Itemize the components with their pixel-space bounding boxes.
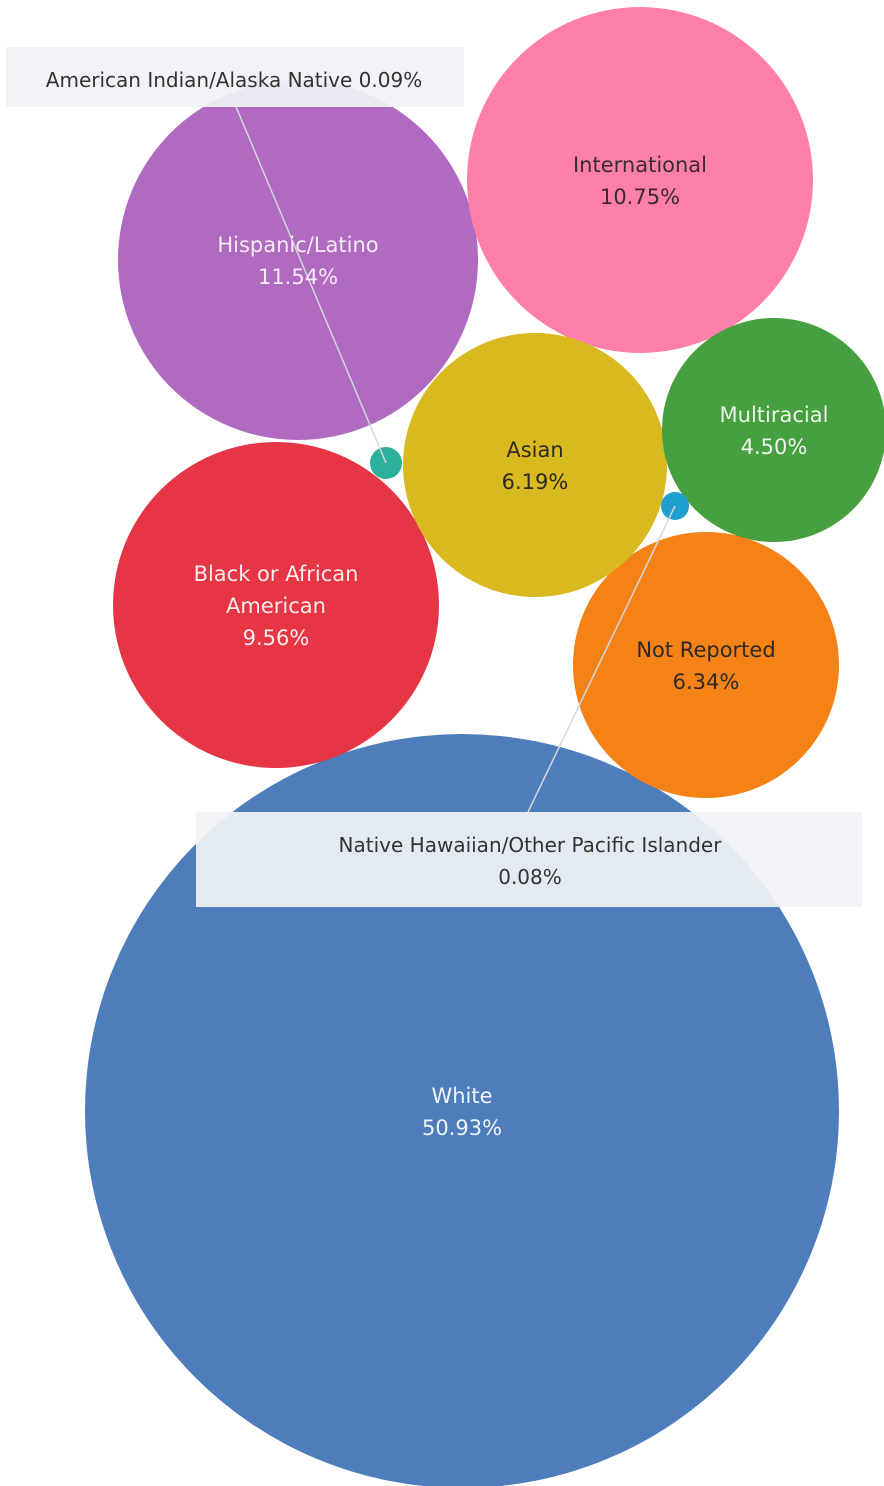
bubble-asian[interactable] <box>403 333 667 597</box>
bubble-label-international-value: 10.75% <box>600 185 680 209</box>
bubble-label-black-or-african-american-name: Black or African <box>194 562 359 586</box>
callout-line-american-indian-alaska-native <box>233 101 387 464</box>
bubble-label-black-or-african-american-value: 9.56% <box>243 626 310 650</box>
callout-box-american-indian-alaska-native <box>6 47 464 107</box>
bubble-label-not-reported-value: 6.34% <box>673 670 740 694</box>
bubble-label-asian-name: Asian <box>506 438 563 462</box>
bubble-label-not-reported-name: Not Reported <box>636 638 775 662</box>
bubble-hispanic-latino[interactable] <box>118 80 478 440</box>
bubble-label-white-name: White <box>431 1084 492 1108</box>
bubble-white[interactable] <box>85 734 839 1486</box>
bubble-label-black-or-african-american-name: American <box>226 594 326 618</box>
callout-lines <box>233 101 676 813</box>
bubble-black-or-african-american[interactable] <box>113 442 439 768</box>
callout-text-native-hawaiian-other-pacific-islander-0: Native Hawaiian/Other Pacific Islander <box>339 833 723 857</box>
callout-line-native-hawaiian-other-pacific-islander <box>527 505 676 813</box>
callouts: American Indian/Alaska Native 0.09% Nativ… <box>6 47 862 907</box>
callout-box-native-hawaiian-other-pacific-islander <box>196 812 862 907</box>
bubble-labels: White 50.93% Hispanic/Latino 11.54% Internat… <box>194 153 829 1140</box>
callout-text-american-indian-alaska-native-0: American Indian/Alaska Native 0.09% <box>46 68 422 92</box>
bubble-label-multiracial-value: 4.50% <box>741 435 808 459</box>
bubble-label-white-value: 50.93% <box>422 1116 502 1140</box>
bubble-label-hispanic-latino-name: Hispanic/Latino <box>217 233 378 257</box>
bubble-multiracial[interactable] <box>662 318 884 542</box>
bubbles <box>85 7 884 1486</box>
bubble-label-asian-value: 6.19% <box>502 470 569 494</box>
bubble-label-hispanic-latino-value: 11.54% <box>258 265 338 289</box>
bubble-not-reported[interactable] <box>573 532 839 798</box>
callout-text-native-hawaiian-other-pacific-islander-1: 0.08% <box>498 865 562 889</box>
bubble-label-international-name: International <box>573 153 707 177</box>
bubble-label-multiracial-name: Multiracial <box>720 403 829 427</box>
bubble-international[interactable] <box>467 7 813 353</box>
